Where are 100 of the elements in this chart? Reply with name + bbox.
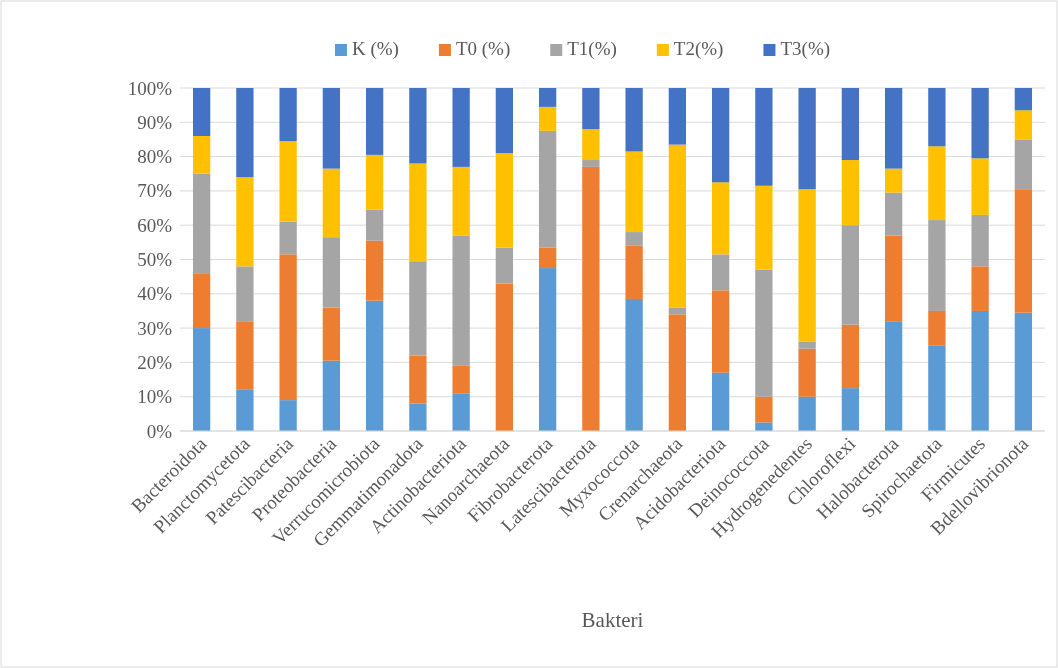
bar [409, 261, 427, 356]
legend-label: T2(%) [673, 38, 724, 60]
bar [236, 177, 254, 267]
bar [452, 88, 470, 167]
y-tick-label: 30% [137, 317, 173, 339]
bar [365, 209, 384, 241]
bar [668, 144, 687, 308]
bar [538, 268, 557, 431]
bar [841, 88, 860, 161]
bar [1014, 139, 1033, 190]
y-tick-label: 100% [127, 77, 173, 99]
bar [1014, 189, 1033, 313]
x-axis-title: Bakteri [581, 608, 644, 632]
bar [582, 129, 600, 161]
bar [322, 360, 341, 431]
bar [884, 168, 903, 193]
bar [538, 247, 557, 269]
y-tick-label: 70% [137, 180, 173, 202]
y-tick-label: 80% [137, 146, 173, 168]
bar [322, 168, 341, 238]
bar [755, 185, 773, 270]
bar [668, 88, 687, 145]
bar [755, 396, 773, 423]
legend-label: T3(%) [780, 38, 831, 60]
bar [711, 254, 730, 291]
bar [971, 310, 989, 431]
bar [495, 283, 514, 431]
bar [755, 88, 773, 186]
bar [668, 314, 687, 431]
bar [322, 307, 341, 361]
bar [582, 166, 600, 431]
bar [711, 88, 730, 183]
bar [928, 220, 946, 311]
bar [409, 163, 427, 262]
bar [279, 141, 297, 222]
bar [755, 269, 773, 397]
bar [625, 245, 643, 299]
bar [452, 393, 470, 431]
bar [971, 266, 989, 311]
bar [495, 88, 514, 154]
bar [711, 182, 730, 255]
bar [755, 422, 773, 431]
bar [798, 396, 816, 431]
bar [236, 88, 254, 178]
bar [192, 173, 211, 274]
bar [452, 235, 470, 366]
bar [1014, 110, 1033, 140]
bar [798, 189, 816, 342]
bar [236, 389, 254, 431]
bar [798, 348, 816, 397]
bar [841, 225, 860, 325]
bar [279, 254, 297, 401]
bar [192, 88, 211, 137]
bar [538, 130, 557, 248]
bar [625, 151, 643, 233]
bar [365, 240, 384, 301]
bar [322, 88, 341, 169]
bar [928, 146, 946, 221]
bar [711, 290, 730, 373]
bar [928, 88, 946, 147]
y-tick-label: 0% [146, 420, 173, 442]
bar [884, 321, 903, 431]
bar [279, 88, 297, 142]
bar [625, 232, 643, 246]
legend-label: K (%) [351, 38, 399, 60]
bar [538, 106, 557, 131]
bar [365, 88, 384, 155]
y-tick-label: 10% [137, 386, 173, 408]
bar [971, 158, 989, 215]
bar [625, 298, 643, 431]
bar [409, 88, 427, 164]
bar [409, 403, 427, 431]
bar [884, 235, 903, 322]
bar [884, 88, 903, 169]
bar [452, 365, 470, 394]
bar [192, 273, 211, 329]
bar [236, 266, 254, 322]
bar [971, 214, 989, 267]
y-tick-label: 50% [137, 249, 173, 271]
bar [798, 341, 816, 349]
bar [538, 88, 557, 107]
legend-label: T0 (%) [455, 38, 511, 60]
bar [365, 154, 384, 210]
bar [236, 321, 254, 390]
bar [1014, 312, 1033, 431]
bar [841, 160, 860, 226]
bar [279, 400, 297, 431]
y-tick-label: 40% [137, 283, 173, 305]
bar [798, 88, 816, 190]
bar [582, 160, 600, 167]
bar [192, 136, 211, 174]
bar [928, 345, 946, 431]
bar [625, 88, 643, 152]
bar [1014, 88, 1033, 111]
bar [841, 324, 860, 389]
y-tick-label: 20% [137, 351, 173, 373]
bar [841, 388, 860, 431]
bar [322, 237, 341, 308]
bar [582, 88, 600, 130]
bar [711, 372, 730, 431]
